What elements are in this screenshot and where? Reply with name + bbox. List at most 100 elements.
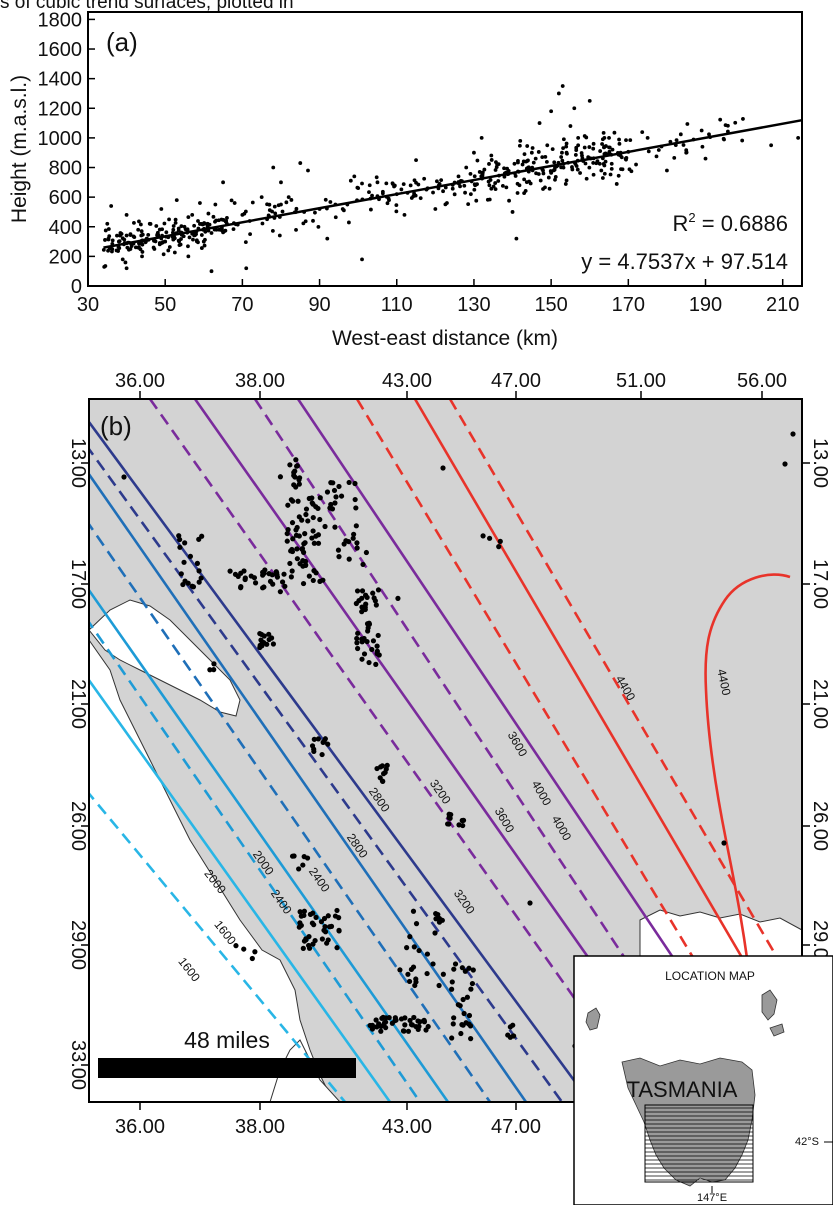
sample-point xyxy=(335,547,342,553)
scatter-point xyxy=(409,196,414,200)
sample-point xyxy=(373,602,379,608)
sample-point xyxy=(290,536,296,542)
scatter-point xyxy=(132,221,136,225)
scatter-point xyxy=(515,191,520,195)
sample-point xyxy=(379,1015,385,1021)
sample-point xyxy=(309,535,315,541)
sample-point xyxy=(469,980,476,987)
scatter-point xyxy=(341,208,346,213)
scatter-point xyxy=(538,178,543,183)
scatter-point xyxy=(214,227,219,232)
scatter-point xyxy=(131,234,136,239)
sample-point xyxy=(273,569,279,575)
scatter-point xyxy=(597,161,602,166)
scatter-point xyxy=(584,176,589,181)
sample-point xyxy=(507,1024,513,1030)
x-tick-label: 130 xyxy=(457,294,490,316)
scatter-point xyxy=(284,200,289,205)
sample-point xyxy=(449,1035,455,1041)
scatter-point xyxy=(368,207,373,212)
scatter-point xyxy=(645,135,650,140)
sample-point xyxy=(303,562,309,568)
scatter-point xyxy=(522,191,527,196)
y-tick-label: 600 xyxy=(49,187,82,209)
sample-point xyxy=(398,1016,405,1022)
scatter-point xyxy=(434,179,439,184)
scatter-point xyxy=(124,266,129,271)
scatter-point xyxy=(186,244,190,249)
sample-point xyxy=(301,541,307,547)
scatter-point xyxy=(494,165,499,169)
scatter-point xyxy=(148,222,153,226)
sample-point xyxy=(373,661,379,667)
scatter-point xyxy=(356,186,361,191)
scatter-point xyxy=(190,213,195,217)
scatter-point xyxy=(216,218,221,223)
scatter-point xyxy=(628,138,633,143)
sample-point xyxy=(375,632,381,639)
sample-point xyxy=(300,862,306,868)
scatter-point xyxy=(124,233,129,238)
left-tick-label: 17.00 xyxy=(67,559,89,609)
sample-point xyxy=(353,523,359,529)
scatter-point xyxy=(591,161,596,165)
scatter-point xyxy=(193,233,197,238)
sample-point xyxy=(432,930,438,936)
scatter-point xyxy=(243,240,248,245)
scatter-point xyxy=(462,183,467,188)
sample-point xyxy=(322,929,329,935)
scatter-point xyxy=(607,135,611,140)
scatter-point xyxy=(541,168,545,173)
sample-point xyxy=(291,853,297,859)
scatter-point xyxy=(543,154,548,159)
scatter-point xyxy=(678,132,683,137)
scatter-point xyxy=(565,151,569,156)
sample-point xyxy=(177,544,183,550)
sample-point xyxy=(407,1017,413,1024)
scatter-point xyxy=(536,150,541,154)
right-tick-label: 13.00 xyxy=(809,438,831,488)
scatter-point xyxy=(267,202,272,207)
scatter-point xyxy=(672,155,677,160)
scatter-point xyxy=(194,238,199,243)
scatter-point xyxy=(260,221,265,226)
scatter-point xyxy=(496,162,501,167)
scatter-point xyxy=(584,135,589,140)
sample-point xyxy=(351,531,357,537)
scatter-point xyxy=(733,120,738,125)
contour-line xyxy=(89,446,564,1102)
scatter-point xyxy=(472,150,476,155)
scatter-point xyxy=(616,173,621,178)
left-tick-label: 13.00 xyxy=(67,438,89,488)
r-squared-superscript: 2 xyxy=(688,210,695,225)
sample-point xyxy=(227,568,233,574)
sample-point xyxy=(346,479,352,486)
x-tick-label: 70 xyxy=(231,294,253,316)
scatter-point xyxy=(599,168,604,173)
sample-point xyxy=(331,487,338,494)
sample-point xyxy=(317,495,323,501)
sample-point xyxy=(311,540,317,546)
sample-point xyxy=(341,541,347,547)
sample-point xyxy=(370,590,376,596)
scatter-point xyxy=(656,148,661,152)
panel-a-y-axis-label: Height (m.a.s.l.) xyxy=(8,75,31,223)
scatter-point xyxy=(591,141,596,146)
scatter-point xyxy=(187,235,192,240)
sample-point xyxy=(415,1026,421,1033)
contour-line xyxy=(89,677,392,1102)
scatter-point xyxy=(139,229,144,234)
sample-point xyxy=(408,966,415,973)
scatter-point xyxy=(110,238,115,243)
sample-point xyxy=(242,576,248,583)
scatter-point xyxy=(624,138,628,143)
sample-point xyxy=(182,540,188,546)
sample-point xyxy=(252,580,259,586)
sample-point xyxy=(292,474,298,480)
scatter-point xyxy=(520,162,525,167)
scatter-point xyxy=(232,201,237,205)
r-squared-value: = 0.6886 xyxy=(696,211,788,236)
scatter-point xyxy=(604,144,608,148)
scatter-point xyxy=(179,224,184,229)
sample-point xyxy=(405,1028,412,1034)
